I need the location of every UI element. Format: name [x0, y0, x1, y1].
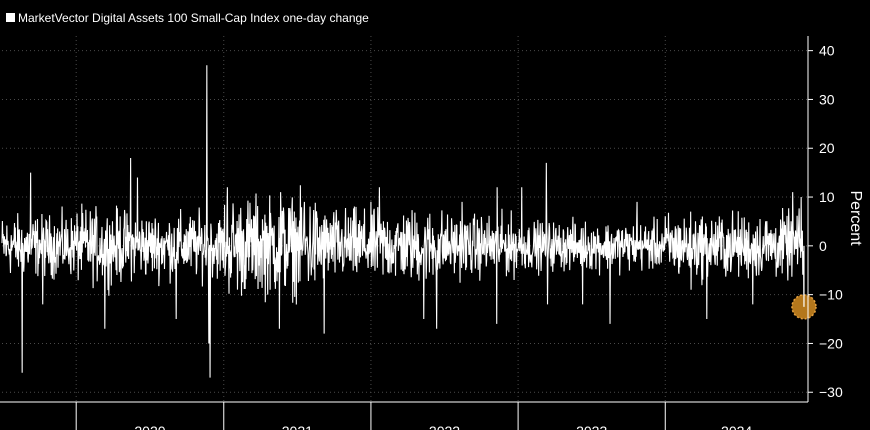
x-tick-label: 2020	[134, 423, 165, 430]
y-tick-label: −20	[819, 335, 843, 351]
x-tick-label: 2024	[721, 423, 752, 430]
x-tick-label: 2022	[429, 423, 460, 430]
y-tick-label: 0	[819, 238, 827, 254]
y-tick-label: 10	[819, 189, 835, 205]
series-path	[1, 65, 805, 378]
series-line	[1, 65, 817, 378]
y-axis: 40 30 20 10 0 −10 −20 −30	[807, 36, 843, 402]
x-tick-label: 2021	[282, 423, 313, 430]
legend-entry: MarketVector Digital Assets 100 Small-Ca…	[18, 11, 369, 25]
year-labels: 2020 2021 2022 2023 2024	[0, 401, 808, 430]
y-tick-label: −30	[819, 384, 843, 400]
y-tick-label: 40	[819, 43, 835, 59]
y-tick-label: 30	[819, 91, 835, 107]
legend: MarketVector Digital Assets 100 Small-Ca…	[6, 11, 369, 25]
legend-swatch	[6, 13, 15, 22]
y-axis-label: Percent	[847, 190, 864, 246]
y-tick-label: −10	[819, 287, 843, 303]
x-tick-label: 2023	[576, 423, 607, 430]
grid	[2, 36, 808, 402]
y-tick-label: 20	[819, 140, 835, 156]
